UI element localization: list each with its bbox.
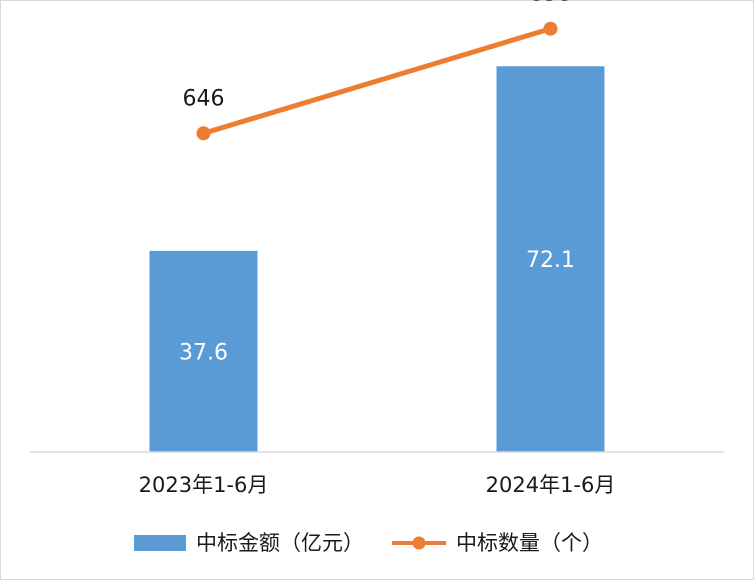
x-tick-label-0: 2023年1-6月 <box>139 473 269 497</box>
bar-data-label-0: 37.6 <box>179 340 228 365</box>
bar-data-label-1: 72.1 <box>526 248 575 273</box>
bars-layer <box>149 66 605 452</box>
legend-line-label: 中标数量（个） <box>456 531 603 555</box>
x-tick-label-1: 2024年1-6月 <box>486 473 616 497</box>
x-ticks-layer: 2023年1-6月 2024年1-6月 <box>139 473 616 497</box>
line-layer <box>196 21 558 141</box>
bar-1 <box>496 66 605 452</box>
legend-bar-swatch <box>134 535 186 551</box>
legend-bar-label: 中标金额（亿元） <box>196 531 364 555</box>
legend-line-marker <box>412 536 426 550</box>
line-data-label-1: 858 <box>530 0 572 7</box>
series-line <box>201 26 553 136</box>
line-data-label-0: 646 <box>183 86 225 111</box>
line-point-1 <box>543 21 558 36</box>
bar-0 <box>149 250 258 452</box>
line-point-0 <box>196 126 211 141</box>
legend: 中标金额（亿元） 中标数量（个） <box>134 531 603 555</box>
labels-layer: 37.6 72.1 646 858 <box>179 0 575 365</box>
